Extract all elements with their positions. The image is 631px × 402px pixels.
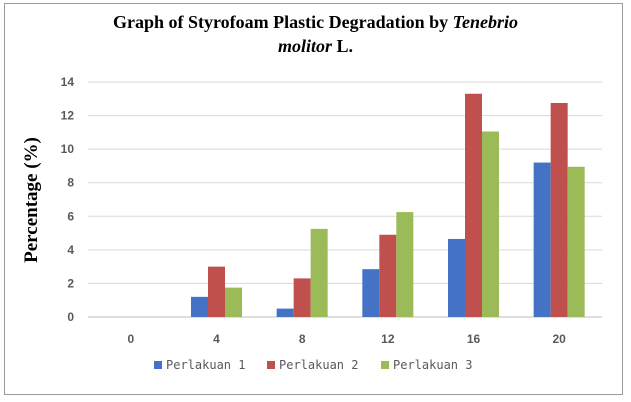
chart-title: Graph of Styrofoam Plastic Degradation b… <box>0 10 631 58</box>
x-tick-label-4: 4 <box>213 332 220 346</box>
bar-perlakuan-2-4 <box>208 266 225 317</box>
chart-title-suffix: L. <box>332 36 354 56</box>
x-tick-label-8: 8 <box>299 332 306 346</box>
bar-perlakuan-1-16 <box>448 238 465 317</box>
y-tick-label-12: 12 <box>61 109 75 123</box>
legend-swatch-1 <box>154 361 162 369</box>
chart-frame <box>4 3 623 395</box>
chart-title-species: molitor <box>277 36 332 56</box>
y-tick-label-8: 8 <box>67 176 74 190</box>
bar-perlakuan-2-16 <box>465 93 482 317</box>
legend-swatch-3 <box>381 361 389 369</box>
bar-perlakuan-3-12 <box>396 212 414 317</box>
bar-perlakuan-1-12 <box>362 269 380 317</box>
bar-perlakuan-2-12 <box>379 234 397 317</box>
legend-label-1: Perlakuan 1 <box>166 358 245 372</box>
y-tick-label-4: 4 <box>67 243 74 257</box>
y-tick-label-0: 0 <box>67 310 74 324</box>
x-tick-label-20: 20 <box>552 332 566 346</box>
bar-perlakuan-1-8 <box>276 308 294 317</box>
x-tick-label-12: 12 <box>381 332 395 346</box>
bar-perlakuan-1-4 <box>191 296 208 317</box>
x-tick-label-0: 0 <box>127 332 134 346</box>
y-tick-label-6: 6 <box>67 209 74 223</box>
y-tick-label-14: 14 <box>61 75 75 89</box>
bar-perlakuan-3-20 <box>567 166 585 317</box>
y-tick-label-10: 10 <box>61 142 75 156</box>
bar-perlakuan-3-4 <box>225 287 242 317</box>
chart-title-genus: Tenebrio <box>452 12 518 32</box>
y-tick-label-2: 2 <box>67 276 74 290</box>
legend-label-2: Perlakuan 2 <box>279 358 358 372</box>
bar-perlakuan-1-20 <box>533 162 551 317</box>
legend-swatch-2 <box>267 361 275 369</box>
bar-perlakuan-3-16 <box>482 131 499 317</box>
bar-perlakuan-2-20 <box>550 102 568 317</box>
bar-perlakuan-3-8 <box>310 228 328 317</box>
legend-label-3: Perlakuan 3 <box>393 358 472 372</box>
x-tick-label-16: 16 <box>467 332 481 346</box>
bar-perlakuan-2-8 <box>293 278 311 317</box>
chart-title-text: Graph of Styrofoam Plastic Degradation b… <box>113 12 453 32</box>
